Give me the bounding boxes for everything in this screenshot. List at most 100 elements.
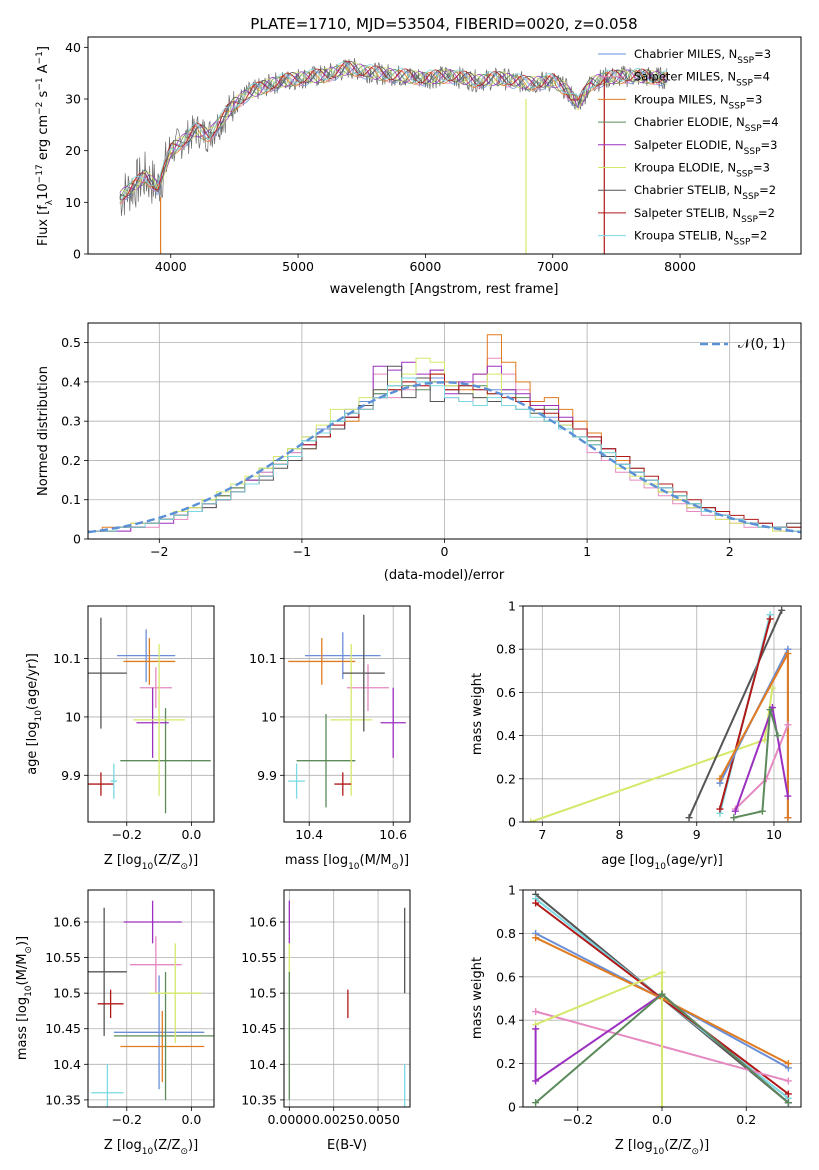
error-bar-point xyxy=(123,638,176,685)
x-tick-label: 0.0 xyxy=(181,827,201,842)
y-tick-label: 10.55 xyxy=(45,950,81,965)
y-tick-label: 10.45 xyxy=(45,1021,81,1036)
x-tick-label: 7 xyxy=(538,827,546,842)
axes-frame xyxy=(522,889,802,1108)
y-tick-label: 20 xyxy=(65,143,81,158)
chart-title: PLATE=1710, MJD=53504, FIBERID=0020, z=0… xyxy=(250,15,637,33)
y-tick-label: 0.1 xyxy=(61,492,81,507)
y-tick-label: 10.5 xyxy=(249,986,277,1001)
weight-marker xyxy=(731,807,739,815)
plot-area xyxy=(527,606,792,822)
axes-weight-vs-age: 7 8 9 10 0 0.2 0.4 0.6 0.8 1 xyxy=(496,599,802,842)
weight-marker xyxy=(527,818,535,822)
gridlines xyxy=(88,323,801,540)
y-tick-label: 40 xyxy=(65,40,81,55)
x-tick-label: 4000 xyxy=(155,259,187,274)
error-bar-point xyxy=(123,900,182,944)
legend-entry: Chabrier ELODIE, NSSP=4 xyxy=(634,115,779,134)
axes-frame xyxy=(522,605,802,823)
weight-marker xyxy=(716,775,724,783)
y-tick-label: 10.6 xyxy=(249,915,277,930)
error-bar-point xyxy=(130,936,182,994)
x-tick-label: 0.0 xyxy=(181,1112,201,1127)
y-tick-label: 10 xyxy=(261,709,277,724)
weight-marker xyxy=(784,1077,792,1085)
weight-marker xyxy=(658,968,666,976)
x-axis-label: Z [log10(Z/Z⊙)] xyxy=(104,1138,198,1157)
y-tick-label: 1 xyxy=(508,599,516,614)
spectrum-model-line xyxy=(119,63,668,194)
error-bar-point xyxy=(139,667,172,709)
x-axis-label: mass [log10(M/M⊙)] xyxy=(285,853,409,872)
axes-frame xyxy=(87,605,215,823)
weight-marker xyxy=(784,814,792,822)
y-tick-label: 10.4 xyxy=(53,1057,81,1072)
error-bar-point xyxy=(380,687,406,758)
error-bar-point xyxy=(113,975,205,1090)
x-tick-label: 0.0000 xyxy=(267,1112,311,1127)
error-bar-point xyxy=(91,1064,124,1107)
y-tick-label: 0 xyxy=(73,247,81,262)
spectrum-model-line xyxy=(119,64,668,200)
axes-frame xyxy=(87,36,802,255)
weight-marker xyxy=(658,990,666,998)
y-tick-label: 10.4 xyxy=(249,1057,277,1072)
error-bar-point xyxy=(347,664,389,712)
y-tick-label: 10.45 xyxy=(241,1021,277,1036)
plot-area xyxy=(119,58,668,254)
error-bar-point xyxy=(133,643,185,796)
error-bar-point xyxy=(149,943,202,1043)
plot-area xyxy=(288,900,406,1107)
y-tick-label: 0.8 xyxy=(496,926,516,941)
weight-marker xyxy=(532,1077,540,1085)
x-axis-label: age [log10(age/yr)] xyxy=(601,853,723,872)
error-bar-point xyxy=(97,989,124,1019)
weight-marker xyxy=(784,792,792,800)
y-tick-label: 10 xyxy=(65,709,81,724)
y-tick-label: 0.5 xyxy=(61,335,81,350)
y-tick-label: 0.2 xyxy=(61,453,81,468)
error-bar-point xyxy=(88,772,114,796)
legend-entry: Kroupa MILES, NSSP=3 xyxy=(634,92,762,111)
weight-marker xyxy=(532,1008,540,1016)
error-bar-point xyxy=(117,629,176,682)
y-axis-label: Flux [fλ10−17 erg cm−2 s−1 A−1] xyxy=(35,46,55,246)
error-bar-point xyxy=(334,772,352,796)
axes-frame xyxy=(283,889,411,1108)
x-tick-label: 0.2 xyxy=(736,1112,756,1127)
error-bar-point xyxy=(305,632,381,679)
x-tick-label: 8000 xyxy=(664,259,696,274)
spectrum-model-line xyxy=(119,61,668,203)
weight-marker xyxy=(766,615,774,623)
x-tick-label: 9 xyxy=(693,827,701,842)
x-tick-label: −0.2 xyxy=(563,1112,593,1127)
error-bar-point xyxy=(120,1010,205,1083)
error-bar-point xyxy=(342,614,385,732)
weight-marker xyxy=(784,1060,792,1068)
x-tick-label: −0.2 xyxy=(112,1112,142,1127)
y-tick-label: 0 xyxy=(73,532,81,547)
y-tick-label: 10.5 xyxy=(53,986,81,1001)
axes-frame xyxy=(87,322,802,540)
y-axis-label: mass [log10(M/M⊙)] xyxy=(15,936,34,1060)
gridlines xyxy=(284,606,410,822)
gridlines xyxy=(88,890,214,1107)
gridlines xyxy=(88,606,214,822)
weight-marker xyxy=(758,807,766,815)
error-bar-point xyxy=(88,907,127,1036)
y-tick-label: 30 xyxy=(65,92,81,107)
spectrum-model-line xyxy=(119,63,668,204)
y-tick-label: 10.55 xyxy=(241,950,277,965)
x-tick-label: 8 xyxy=(616,827,624,842)
x-tick-label: 10 xyxy=(766,827,782,842)
y-tick-label: 0.4 xyxy=(496,1013,516,1028)
x-tick-label: −1 xyxy=(293,544,311,559)
x-axis-label: (data-model)/error xyxy=(384,568,505,583)
weight-marker xyxy=(532,1099,540,1107)
x-tick-label: 0 xyxy=(441,544,449,559)
legend-entry: Salpeter STELIB, NSSP=2 xyxy=(634,206,775,225)
weight-marker xyxy=(784,650,792,658)
y-tick-label: 10.1 xyxy=(53,651,81,666)
gridlines xyxy=(284,890,410,1107)
y-axis-label: age [log10(age/yr)] xyxy=(25,653,44,775)
